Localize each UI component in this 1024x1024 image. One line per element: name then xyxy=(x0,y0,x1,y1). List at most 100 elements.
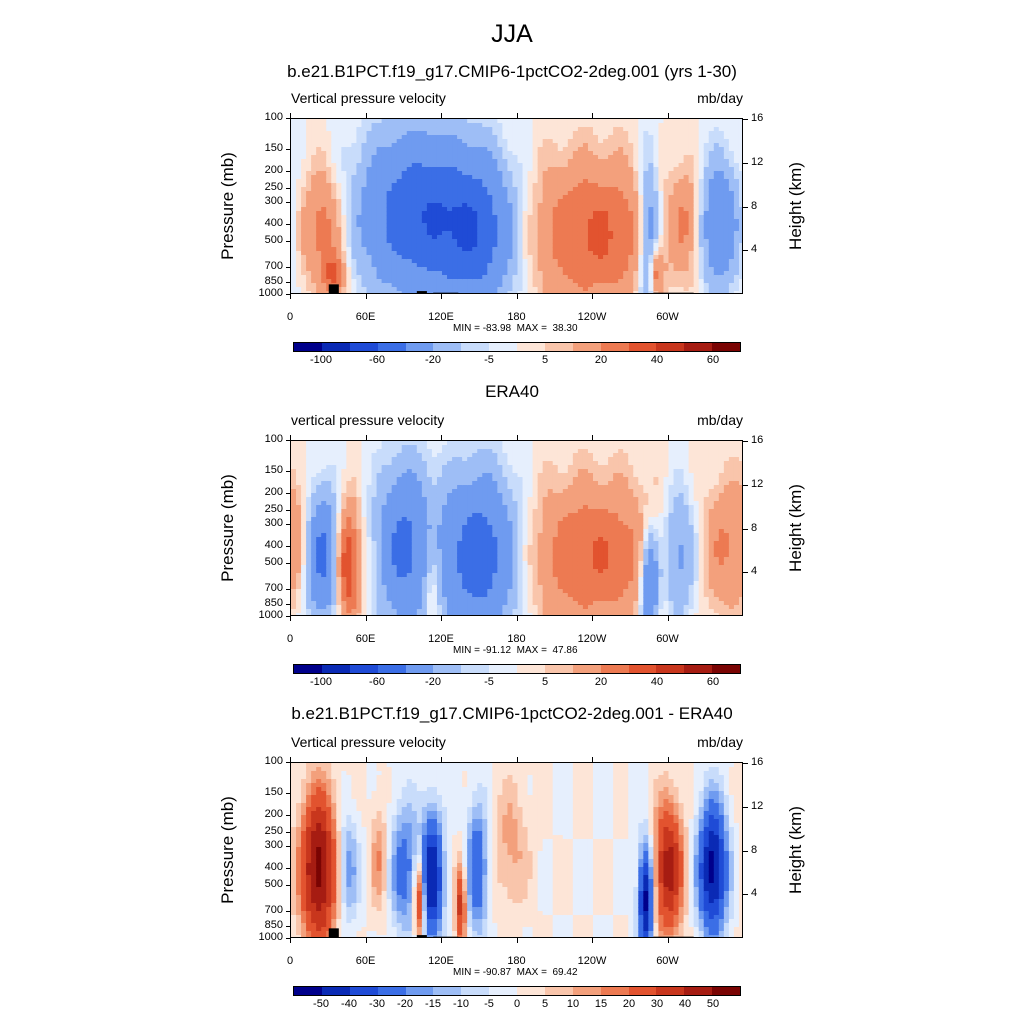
contour-cell xyxy=(321,457,327,462)
contour-cell xyxy=(401,159,408,164)
contour-cell xyxy=(562,163,569,168)
contour-cell xyxy=(678,287,685,292)
contour-cell xyxy=(678,131,685,136)
contour-cell xyxy=(366,271,373,276)
contour-cell xyxy=(703,119,710,124)
contour-cell xyxy=(376,529,383,534)
contour-cell xyxy=(728,123,735,128)
contour-cell xyxy=(311,183,317,188)
contour-cell xyxy=(356,123,363,128)
contour-cell xyxy=(618,259,624,264)
contour-cell xyxy=(703,247,710,252)
contour-cell xyxy=(391,445,398,450)
contour-cell xyxy=(356,155,363,160)
contour-cell xyxy=(678,119,685,124)
contour-cell xyxy=(582,175,589,180)
contour-cell xyxy=(421,219,428,224)
contour-cell xyxy=(316,601,322,606)
contour-cell xyxy=(562,251,569,256)
contour-cell xyxy=(633,171,639,176)
contour-cell xyxy=(507,275,514,280)
contour-cell xyxy=(552,119,559,124)
height-tick-label: 16 xyxy=(751,112,764,125)
contour-cell xyxy=(301,577,307,582)
contour-cell xyxy=(296,171,302,176)
contour-cell xyxy=(733,235,740,240)
contour-cell xyxy=(351,577,358,582)
contour-cell xyxy=(351,203,358,208)
contour-cell xyxy=(688,155,695,160)
contour-cell xyxy=(577,239,584,244)
contour-cell xyxy=(296,211,302,216)
contour-cell xyxy=(436,159,443,164)
longitude-tick-label: 0 xyxy=(286,311,294,323)
contour-cell xyxy=(618,199,624,204)
contour-cell xyxy=(391,259,398,264)
contour-cell xyxy=(301,449,307,454)
contour-cell xyxy=(512,159,519,164)
contour-cell xyxy=(728,167,735,172)
contour-cell xyxy=(366,259,373,264)
contour-cell xyxy=(698,151,705,156)
contour-cell xyxy=(306,227,312,232)
longitude-tick-label: 120E xyxy=(428,311,454,323)
contour-cell xyxy=(557,171,564,176)
contour-cell xyxy=(316,477,322,482)
contour-cell xyxy=(693,203,700,208)
contour-cell xyxy=(336,609,342,614)
contour-cell xyxy=(331,131,337,136)
contour-cell xyxy=(361,489,368,494)
contour-cell xyxy=(346,119,352,124)
contour-cell xyxy=(492,263,498,268)
contour-cell xyxy=(517,219,524,224)
contour-cell xyxy=(708,207,715,212)
colorbar-swatch xyxy=(489,343,517,351)
contour-cell xyxy=(311,469,317,474)
contour-cell xyxy=(371,593,378,598)
contour-cell xyxy=(482,215,488,220)
contour-cell xyxy=(713,179,720,184)
contour-cell xyxy=(477,159,483,164)
contour-cell xyxy=(472,239,478,244)
contour-cell xyxy=(351,465,358,470)
contour-cell xyxy=(673,243,680,248)
contour-cell xyxy=(457,247,463,252)
contour-cell xyxy=(371,537,378,542)
contour-cell xyxy=(376,231,383,236)
contour-cell xyxy=(331,501,337,506)
contour-cell xyxy=(693,159,700,164)
contour-cell xyxy=(542,183,549,188)
pressure-tick-mark xyxy=(286,170,290,172)
contour-cell xyxy=(562,135,569,140)
contour-cell xyxy=(547,155,554,160)
contour-cell xyxy=(512,227,519,232)
contour-cell xyxy=(462,159,468,164)
contour-cell xyxy=(703,187,710,192)
contour-cell xyxy=(436,119,443,124)
contour-cell xyxy=(587,195,594,200)
contour-cell xyxy=(386,485,393,490)
contour-cell xyxy=(381,235,388,240)
contour-cell xyxy=(512,259,519,264)
contour-cell xyxy=(643,235,649,240)
contour-cell xyxy=(296,263,302,268)
contour-cell xyxy=(381,183,388,188)
contour-cell xyxy=(542,291,549,293)
contour-cell xyxy=(391,569,398,574)
contour-cell xyxy=(401,235,408,240)
contour-cell xyxy=(376,553,383,558)
contour-cell xyxy=(351,553,358,558)
contour-cell xyxy=(381,497,388,502)
contour-cell xyxy=(718,175,725,180)
contour-cell xyxy=(537,243,544,248)
contour-cell xyxy=(356,513,363,518)
contour-cell xyxy=(431,119,438,124)
contour-cell xyxy=(386,477,393,482)
contour-cell xyxy=(381,593,388,598)
contour-cell xyxy=(633,207,639,212)
contour-cell xyxy=(406,211,413,216)
contour-cell xyxy=(467,223,473,228)
contour-cell xyxy=(658,163,665,168)
contour-cell xyxy=(316,183,322,188)
contour-cell xyxy=(306,537,312,542)
